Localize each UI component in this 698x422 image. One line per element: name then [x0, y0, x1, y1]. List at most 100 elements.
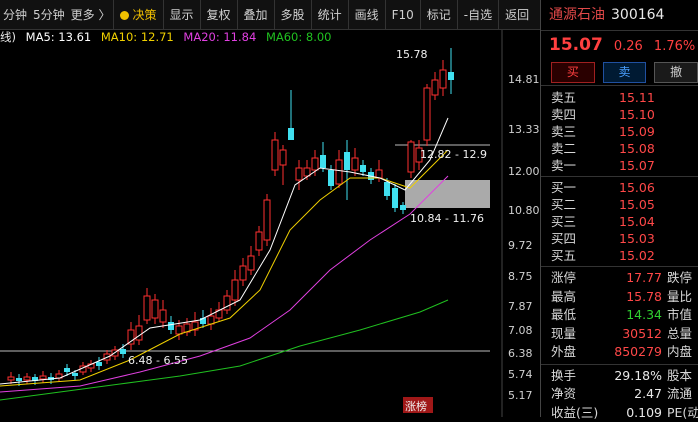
- range-annotation-2: 10.84 - 11.76: [410, 212, 484, 225]
- stat-label: 净资: [551, 385, 576, 404]
- bid-price: 15.05: [619, 196, 655, 213]
- stat-label: 现量: [551, 325, 576, 344]
- toolbar-f10[interactable]: F10: [386, 0, 420, 30]
- stat-label: 外盘: [551, 343, 576, 362]
- candles: [8, 48, 454, 386]
- candle-body: [24, 377, 30, 380]
- toolbar-decision[interactable]: 决策: [114, 0, 162, 30]
- toolbar-back[interactable]: 返回: [499, 0, 535, 30]
- trade-buttons: 买 卖 撤: [541, 59, 698, 86]
- bid-label: 买四: [551, 230, 576, 247]
- lightbulb-icon: [120, 11, 129, 20]
- toolbar-remove-fav[interactable]: -自选: [458, 0, 498, 30]
- stat-label: PE(动): [667, 404, 698, 422]
- bottom-badge[interactable]: 涨榜: [405, 399, 427, 413]
- ask-price: 15.10: [619, 106, 655, 123]
- stat-value: 2.47: [634, 385, 662, 404]
- y-tick-label: 8.75: [508, 270, 533, 283]
- sell-button[interactable]: 卖: [603, 62, 647, 83]
- candle-body: [264, 200, 270, 240]
- stat-label: 市值: [667, 306, 692, 325]
- candle-body: [328, 170, 334, 186]
- candle-body: [96, 362, 102, 366]
- range-annotation-3: 6.48 - 6.55: [128, 354, 188, 367]
- ma-legend-prefix: 线): [0, 30, 16, 44]
- orderbook-divider: [541, 176, 698, 177]
- candle-body: [424, 88, 430, 140]
- y-tick-label: 5.17: [508, 389, 533, 402]
- stat-label: 最低: [551, 306, 576, 325]
- candle-body: [392, 188, 398, 208]
- bid-price: 15.02: [619, 247, 655, 264]
- toolbar-multi[interactable]: 多股: [275, 0, 311, 30]
- candle-body: [288, 128, 294, 140]
- toolbar-display[interactable]: 显示: [164, 0, 200, 30]
- stat-value: 17.77: [626, 269, 662, 288]
- kline-chart[interactable]: 14.8113.3312.0010.809.728.757.877.086.38…: [0, 30, 540, 417]
- price-change-pct: 1.76%: [654, 39, 695, 54]
- buy-button[interactable]: 买: [551, 62, 595, 83]
- ask-price: 15.07: [619, 157, 655, 174]
- ma60-line: [0, 300, 448, 400]
- ma20-value: MA20: 11.84: [183, 30, 256, 44]
- candle-body: [432, 80, 438, 95]
- bid-price: 15.03: [619, 230, 655, 247]
- toolbar-minute[interactable]: 分钟: [0, 0, 30, 30]
- toolbar-more[interactable]: 更多 〉: [68, 0, 114, 30]
- candle-body: [40, 376, 46, 379]
- bid-price: 15.04: [619, 213, 655, 230]
- bid-label: 买三: [551, 213, 576, 230]
- candle-body: [272, 140, 278, 170]
- toolbar-stats[interactable]: 统计: [312, 0, 348, 30]
- toolbar-mark[interactable]: 标记: [421, 0, 457, 30]
- candle-body: [208, 316, 214, 324]
- toolbar-5min[interactable]: 5分钟: [30, 0, 68, 30]
- stat-value: 14.34: [626, 306, 662, 325]
- bid-label: 买二: [551, 196, 576, 213]
- candle-body: [344, 152, 350, 170]
- toolbar-draw[interactable]: 画线: [349, 0, 385, 30]
- bid-label: 买一: [551, 179, 576, 196]
- quote-line: 15.07 0.26 1.76%: [541, 31, 698, 59]
- stat-row: 最低 14.34 市值: [541, 306, 698, 325]
- bid-row[interactable]: 买五 15.02: [541, 247, 698, 264]
- candle-body: [136, 326, 142, 340]
- stat-row: 净资 2.47 流通: [541, 385, 698, 404]
- stock-code: 300164: [611, 7, 664, 23]
- candle-body: [304, 168, 310, 176]
- candle-body: [336, 160, 342, 184]
- cancel-order-button[interactable]: 撤: [654, 62, 698, 83]
- candle-body: [352, 158, 358, 170]
- stat-label: 总量: [667, 325, 692, 344]
- bid-row[interactable]: 买三 15.04: [541, 213, 698, 230]
- bid-row[interactable]: 买二 15.05: [541, 196, 698, 213]
- stat-label: 流通: [667, 385, 692, 404]
- candle-body: [152, 300, 158, 318]
- stat-label: 涨停: [551, 269, 576, 288]
- toolbar-adjust[interactable]: 复权: [201, 0, 237, 30]
- y-tick-label: 10.80: [508, 204, 540, 217]
- candle-body: [408, 142, 414, 172]
- ask-price: 15.09: [619, 123, 655, 140]
- candle-body: [280, 150, 286, 165]
- candle-body: [160, 310, 166, 322]
- candle-body: [248, 256, 254, 270]
- candle-body: [296, 168, 302, 180]
- toolbar-overlay[interactable]: 叠加: [238, 0, 274, 30]
- stat-value: 850279: [614, 343, 662, 362]
- bid-row[interactable]: 买四 15.03: [541, 230, 698, 247]
- ma60-value: MA60: 8.00: [266, 30, 332, 44]
- ma5-line: [0, 118, 448, 384]
- bid-label: 买五: [551, 247, 576, 264]
- range-annotation-1: 12.82 - 12.9: [420, 148, 487, 161]
